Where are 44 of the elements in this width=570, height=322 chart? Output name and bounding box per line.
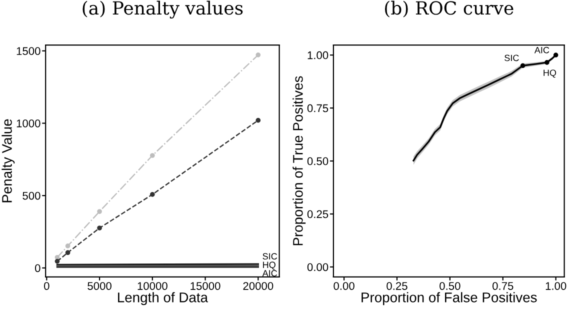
y-axis-title: Proportion of True Positives (292, 76, 306, 246)
point (520, 63, 526, 68)
y-tick-label: 0.00 (307, 263, 328, 272)
point (256, 118, 261, 123)
annotation: HQ (544, 70, 556, 78)
point (150, 153, 155, 158)
y-axis-title: Penalty Value (2, 119, 15, 202)
y-tick-label: 1500 (16, 47, 40, 56)
series-label: SIC (262, 253, 278, 260)
y-tick-label: 1.00 (308, 51, 328, 60)
annotation: SIC (504, 54, 519, 62)
y-tick-label: 0.50 (307, 157, 328, 166)
point (54, 254, 60, 260)
x-tick-label: 0.00 (334, 282, 354, 290)
y-tick-label: 1000 (16, 119, 40, 128)
x-tick-label: 1.00 (546, 282, 566, 290)
point (150, 192, 155, 197)
x-tick-label: 0.25 (386, 282, 408, 290)
y-tick-label: 500 (22, 192, 40, 200)
x-tick-label: 5000 (88, 282, 112, 290)
point (97, 226, 102, 230)
y-tick-label: 0 (34, 264, 40, 272)
x-tick-label: 10000 (138, 282, 168, 290)
point (256, 52, 261, 58)
y-tick-label: 0.75 (307, 104, 328, 112)
series-label: AIC (262, 270, 278, 276)
x-tick-label: 20000 (243, 282, 274, 290)
point (65, 250, 70, 256)
y-tick-label: 0.25 (307, 210, 328, 218)
x-tick-label: 0.75 (492, 282, 514, 290)
annotation: AIC (534, 46, 550, 54)
x-axis-title: Proportion of False Positives (362, 292, 537, 306)
point (544, 60, 550, 65)
x-tick-label: 0.50 (440, 282, 460, 290)
series-label: HQ (263, 262, 276, 270)
point (54, 258, 60, 264)
point (97, 209, 102, 214)
point (553, 52, 558, 58)
x-tick-label: 15000 (190, 282, 220, 290)
chart-title: (a) Penalty values (82, 0, 243, 19)
chart-title: (b) ROC curve (385, 0, 514, 18)
x-tick-label: 0 (44, 282, 50, 290)
x-axis-title: Length of Data (118, 292, 208, 306)
point (65, 244, 70, 248)
